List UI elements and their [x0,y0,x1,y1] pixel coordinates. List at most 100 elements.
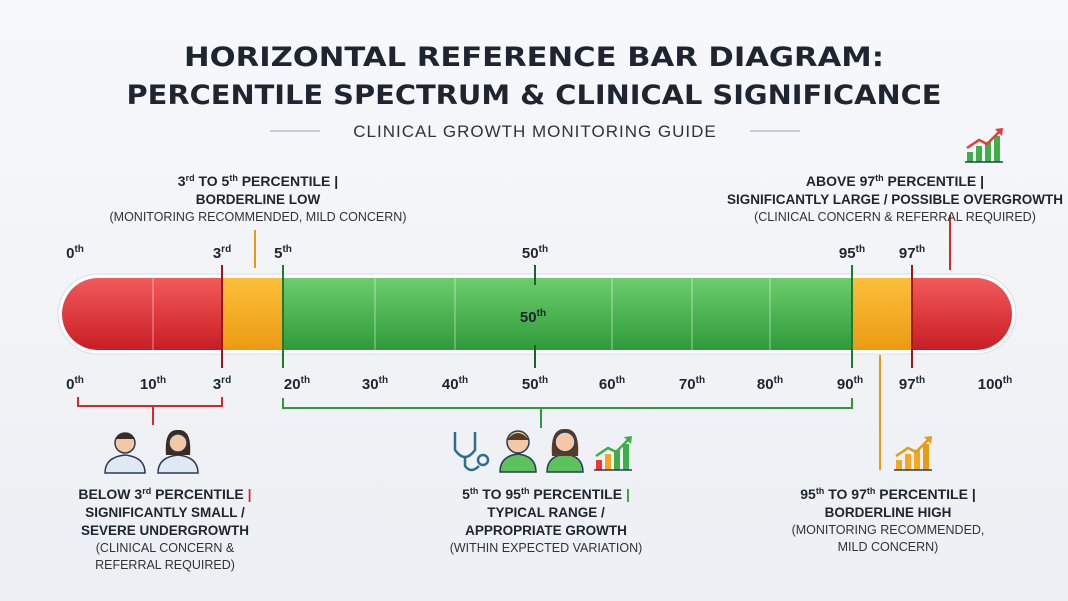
tick-suffix: th [774,375,783,386]
tick-number: 50 [522,376,539,393]
heading-part: th [470,486,479,496]
tick-number: 5 [274,245,282,262]
heading-part: | [626,486,630,502]
subtitle: CLINICAL GROWTH MONITORING GUIDE [353,122,717,141]
heading-part: th [816,486,825,496]
heading-part: PERCENTILE [875,486,971,502]
tick-number: 95 [839,245,856,262]
heading-part: th [521,486,530,496]
callout-note: (MONITORING RECOMMENDED, MILD CONCERN) [110,210,407,224]
heading-part: th [229,173,238,183]
tick-suffix: rd [221,244,231,255]
heading-part: PERCENTILE [238,173,334,189]
tick-suffix: th [539,375,548,386]
heading-part: TO 97 [824,486,867,502]
tick-suffix: th [854,375,863,386]
child-icon [546,428,584,473]
heading-part: rd [186,173,195,183]
heading-part: | [248,486,252,502]
tick-suffix: th [916,244,925,255]
bar [62,278,1012,350]
heading-part: | [980,173,984,189]
tick-suffix: th [539,244,548,255]
tick-label: 0th [66,375,84,393]
heading-part: PERCENTILE [529,486,625,502]
callout-note: REFERRAL REQUIRED) [95,558,235,572]
tick-number: 20 [284,376,301,393]
tick-label: 10th [140,375,166,393]
child-icon [499,430,537,473]
title-line: HORIZONTAL REFERENCE BAR DIAGRAM: [184,42,884,73]
tick-number: 3 [213,376,221,393]
zone-borderline-high [852,278,912,350]
tick-suffix: th [856,244,865,255]
tick-suffix: th [157,375,166,386]
tick-suffix: th [916,375,925,386]
tick-label: 3rd [213,244,231,262]
heading-part: 3 [178,173,186,189]
callout-line: BORDERLINE LOW [196,192,321,207]
tick-number: 50 [522,245,539,262]
tick-suffix: th [537,308,546,319]
callout-note: (MONITORING RECOMMENDED, [792,523,985,537]
tick-suffix: th [282,244,291,255]
tick-number: 97 [899,245,916,262]
tick-number: 80 [757,376,774,393]
chart-icon [965,128,1003,163]
tick-label: 5th [274,244,292,262]
heading-part: ABOVE 97 [806,173,875,189]
callout-line: TYPICAL RANGE / [487,505,605,520]
callout-heading: 5th TO 95th PERCENTILE | [462,486,630,502]
title-line: PERCENTILE SPECTRUM & CLINICAL SIGNIFICA… [127,80,942,111]
callout-heading: BELOW 3rd PERCENTILE | [78,486,251,502]
tick-suffix: th [616,375,625,386]
callout-note: (CLINICAL CONCERN & REFERRAL REQUIRED) [754,210,1036,224]
tick-label: 50th [522,375,548,393]
heading-part: 5 [462,486,470,502]
tick-label: 60th [599,375,625,393]
tick-suffix: th [696,375,705,386]
tick-label: 20th [284,375,310,393]
tick-label: 50th [520,308,546,326]
heading-part: th [875,173,884,183]
icons [104,128,1003,474]
chart-icon [894,436,932,471]
heading-part: PERCENTILE [151,486,247,502]
heading-part: th [867,486,876,496]
heading-part: | [334,173,338,189]
tick-number: 40 [442,376,459,393]
tick-number: 30 [362,376,379,393]
callout-line: SIGNIFICANTLY SMALL / [85,505,245,520]
callout-heading: 95th TO 97th PERCENTILE | [800,486,976,502]
boundaries [221,215,951,470]
callout-heading: ABOVE 97th PERCENTILE | [806,173,984,189]
tick-label: 90th [837,375,863,393]
zone-typical [283,278,852,350]
zone-borderline-low [222,278,283,350]
brackets [77,397,853,428]
tick-suffix: th [379,375,388,386]
callout-note: (CLINICAL CONCERN & [96,541,235,555]
tick-suffix: th [301,375,310,386]
tick-label: 97th [899,375,925,393]
tick-number: 90 [837,376,854,393]
tick-number: 97 [899,376,916,393]
callout-line: APPROPRIATE GROWTH [465,523,627,538]
tick-number: 10 [140,376,157,393]
tick-number: 0 [66,376,74,393]
tick-suffix: th [1003,375,1012,386]
tick-suffix: th [459,375,468,386]
tick-number: 70 [679,376,696,393]
tick-label: 30th [362,375,388,393]
doctor-icon [157,429,199,474]
heading-part: rd [142,486,151,496]
tick-label: 100th [978,375,1012,393]
tick-label: 70th [679,375,705,393]
tick-label: 97th [899,244,925,262]
tick-label: 50th [522,244,548,262]
zone-low [62,278,222,350]
tick-suffix: rd [221,375,231,386]
heading-part: TO 95 [478,486,521,502]
heading-part: | [972,486,976,502]
